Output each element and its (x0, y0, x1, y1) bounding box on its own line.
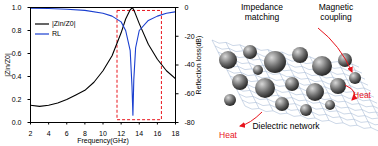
svg-text:0.2: 0.2 (12, 96, 22, 103)
svg-text:14: 14 (135, 130, 143, 137)
svg-text:0: 0 (185, 4, 189, 11)
svg-text:Impedancematching: Impedancematching (241, 2, 283, 22)
svg-text:-60: -60 (185, 90, 195, 97)
svg-text:Reflection loss(dB): Reflection loss(dB) (195, 36, 203, 95)
svg-text:Heat: Heat (353, 90, 372, 100)
svg-text:Frequency(GHz): Frequency(GHz) (77, 137, 129, 145)
svg-text:10: 10 (99, 130, 107, 138)
svg-text:8: 8 (82, 130, 87, 138)
svg-text:6: 6 (65, 130, 69, 137)
svg-text:Heat: Heat (219, 130, 238, 140)
svg-text:12: 12 (117, 130, 125, 138)
svg-text:-40: -40 (185, 61, 195, 68)
svg-text:0.4: 0.4 (12, 73, 22, 80)
svg-text:16: 16 (153, 130, 161, 137)
svg-text:-80: -80 (185, 119, 195, 126)
svg-text:|Zin/Z0|: |Zin/Z0| (4, 53, 12, 77)
svg-text:4: 4 (47, 130, 51, 137)
svg-text:-20: -20 (185, 32, 195, 39)
svg-text:0.0: 0.0 (12, 119, 22, 126)
html-text:|Zin/Z0|: |Zin/Z0| (52, 20, 76, 27)
svg-text:18: 18 (172, 130, 180, 137)
html-text:RL: RL (52, 30, 61, 37)
svg-text:Dielectric network: Dielectric network (252, 121, 320, 131)
svg-text:0.6: 0.6 (12, 50, 22, 57)
svg-text:0.8: 0.8 (12, 27, 22, 34)
svg-text:2: 2 (29, 130, 33, 137)
svg-text:Magneticcoupling: Magneticcoupling (319, 2, 354, 22)
svg-text:1.0: 1.0 (12, 4, 22, 11)
